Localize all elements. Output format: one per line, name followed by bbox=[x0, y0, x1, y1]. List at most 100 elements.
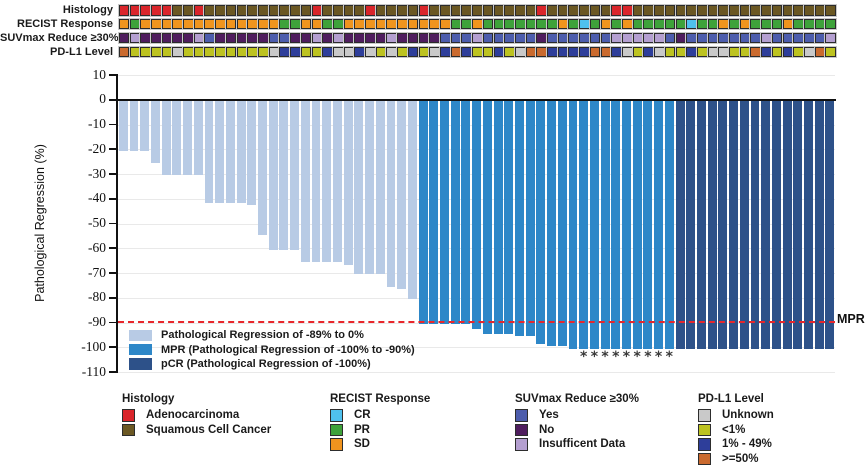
bar-mpr bbox=[472, 101, 482, 329]
annotation-track-suv: SUVmax Reduce ≥30% bbox=[0, 32, 865, 44]
asterisk-marker: * bbox=[633, 349, 641, 365]
histology-cell bbox=[589, 5, 601, 16]
suv-cell bbox=[771, 32, 783, 44]
y-tick-label: -80 bbox=[88, 289, 106, 305]
histology-cell bbox=[204, 5, 216, 16]
bar-reg bbox=[140, 101, 150, 151]
suv-cell bbox=[761, 32, 772, 44]
recist-cell bbox=[825, 18, 836, 30]
histology-cell bbox=[525, 5, 537, 16]
suv-cell bbox=[557, 32, 569, 44]
pdl1-cell bbox=[579, 46, 590, 58]
histology-cell bbox=[750, 5, 762, 16]
bar-reg bbox=[151, 101, 160, 164]
histology-cell bbox=[311, 5, 323, 16]
histology-cell bbox=[236, 5, 248, 16]
suv-cell bbox=[472, 32, 483, 44]
legend-item: pCR (Pathological Regression of -100%) bbox=[129, 355, 371, 370]
legend-group-1: Histology Adenocarcinoma Squamous Cell Can… bbox=[122, 393, 322, 437]
recist-cell bbox=[150, 18, 162, 30]
pdl1-cell bbox=[418, 46, 430, 58]
recist-cell bbox=[696, 18, 708, 30]
histology-cell bbox=[771, 5, 783, 16]
recist-cell bbox=[472, 18, 483, 30]
pdl1-cell bbox=[322, 46, 333, 58]
recist-cell bbox=[579, 18, 590, 30]
suv-cell bbox=[664, 32, 676, 44]
legend-swatch bbox=[698, 452, 711, 466]
suv-cell bbox=[257, 32, 269, 44]
legend-item: PR bbox=[330, 423, 530, 438]
legend-group-4: PD-L1 Level Unknown <1% 1% - 49% >=50% bbox=[698, 393, 865, 466]
pdl1-cell bbox=[161, 46, 173, 58]
histology-cell bbox=[482, 5, 494, 16]
y-tick bbox=[109, 272, 118, 274]
suv-cell bbox=[514, 32, 526, 44]
asterisk-marker: * bbox=[654, 349, 663, 365]
recist-cell bbox=[140, 18, 151, 30]
recist-cell bbox=[204, 18, 216, 30]
bar-reg bbox=[279, 101, 289, 250]
suv-cell bbox=[718, 32, 729, 44]
recist-cell bbox=[600, 18, 612, 30]
legend-item-label: No bbox=[539, 423, 555, 436]
pdl1-cell bbox=[686, 46, 697, 58]
pdl1-cell bbox=[300, 46, 312, 58]
suv-cell bbox=[482, 32, 494, 44]
y-tick-label: -30 bbox=[88, 165, 106, 181]
recist-cell bbox=[322, 18, 333, 30]
y-tick bbox=[109, 173, 118, 175]
bar-reg bbox=[407, 101, 417, 300]
track-label: Histology bbox=[62, 4, 113, 16]
suv-cell bbox=[129, 32, 141, 44]
pdl1-cell bbox=[150, 46, 162, 58]
y-tick bbox=[109, 197, 118, 200]
bar-reg bbox=[118, 101, 128, 151]
bar-pcr bbox=[804, 101, 813, 349]
pdl1-cell bbox=[343, 46, 355, 58]
bar-mpr bbox=[579, 101, 589, 349]
recist-cell bbox=[557, 18, 569, 30]
bar-mpr bbox=[429, 101, 439, 324]
recist-cell bbox=[183, 18, 194, 30]
histology-cell bbox=[129, 5, 141, 16]
bar-pcr bbox=[782, 101, 792, 349]
legend-item-label: Adenocarcinoma bbox=[146, 409, 240, 421]
y-tick bbox=[109, 123, 118, 126]
legend-group-title: SUVmax Reduce ≥30% bbox=[515, 393, 639, 405]
suv-cell bbox=[814, 32, 826, 44]
bar-reg bbox=[247, 101, 257, 206]
recist-cell bbox=[525, 18, 537, 30]
recist-cell bbox=[332, 18, 344, 30]
legend-item-label: PR bbox=[354, 423, 370, 436]
bar-reg bbox=[172, 101, 182, 176]
pdl1-cell bbox=[782, 46, 794, 58]
recist-cell bbox=[439, 18, 451, 30]
y-tick-label: -10 bbox=[88, 116, 106, 131]
mpr-line-label: MPR bbox=[837, 312, 865, 326]
pdl1-cell bbox=[696, 46, 708, 58]
histology-cell bbox=[343, 5, 355, 16]
histology-cell bbox=[696, 5, 708, 16]
pdl1-cell bbox=[514, 46, 526, 58]
suv-cell bbox=[375, 32, 387, 44]
bar-mpr bbox=[440, 101, 449, 324]
gridline bbox=[118, 372, 835, 373]
pdl1-cell bbox=[461, 46, 472, 58]
recist-cell bbox=[365, 18, 376, 30]
bar-mpr bbox=[525, 101, 535, 337]
bar-mpr bbox=[450, 101, 460, 324]
recist-cell bbox=[654, 18, 665, 30]
bar-mpr bbox=[504, 101, 514, 334]
suv-cell bbox=[675, 32, 687, 44]
bar-pcr bbox=[761, 101, 771, 349]
histology-cell bbox=[439, 5, 451, 16]
asterisk-marker: * bbox=[601, 349, 609, 365]
suv-cell bbox=[397, 32, 408, 44]
recist-cell bbox=[664, 18, 676, 30]
pdl1-cell bbox=[472, 46, 483, 58]
recist-cell bbox=[632, 18, 644, 30]
recist-cell bbox=[407, 18, 419, 30]
recist-cell bbox=[643, 18, 654, 30]
recist-cell bbox=[311, 18, 323, 30]
